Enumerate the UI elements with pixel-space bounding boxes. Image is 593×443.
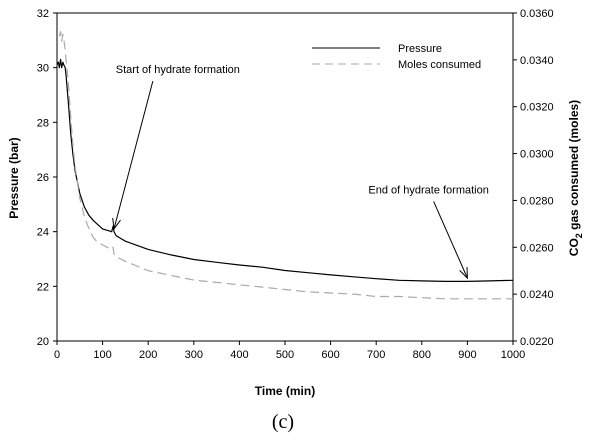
y2-tick-label: 0.0240 [520, 289, 554, 301]
y-axis-title: Pressure (bar) [7, 137, 21, 218]
legend-label-moles: Moles consumed [398, 59, 481, 71]
x-tick-label: 0 [54, 349, 60, 361]
annotations: Start of hydrate formation End of hydrate… [112, 64, 489, 280]
y2-tick-label: 0.0320 [520, 102, 554, 114]
y2-axis-title: CO2 gas consumed (moles) [567, 100, 584, 256]
legend-label-pressure: Pressure [398, 43, 442, 55]
y-tick-label: 24 [37, 227, 49, 239]
y2-tick-label: 0.0300 [520, 149, 554, 161]
y-tick-label: 32 [37, 8, 49, 20]
y-tick-label: 22 [37, 281, 49, 293]
y2-axis-title-sub: 2 [574, 233, 584, 238]
y2-axis-title-pre: CO [567, 238, 581, 256]
annotation-arrow-shaft [113, 81, 154, 230]
x-tick-label: 700 [367, 349, 385, 361]
x-tick-label: 800 [413, 349, 431, 361]
y2-tick-label: 0.0280 [520, 195, 554, 207]
x-tick-label: 600 [321, 349, 339, 361]
series-line-pressure [56, 58, 514, 282]
annotation-arrow-shaft [433, 201, 468, 279]
series-line-moles-consumed [58, 31, 513, 300]
y2-tick-label: 0.0360 [520, 8, 554, 20]
y-axis-right: 0.0220 0.0240 0.0260 0.0280 0.0300 0.0320 0.03… [513, 8, 554, 348]
x-tick-label: 400 [230, 349, 248, 361]
y-tick-label: 20 [37, 336, 49, 348]
x-axis-title: Time (min) [255, 384, 315, 398]
annotation-arrow-head [459, 267, 468, 280]
y2-tick-label: 0.0260 [520, 242, 554, 254]
x-tick-label: 900 [458, 349, 476, 361]
y-axis-left: 20 22 24 26 28 30 32 [37, 8, 57, 348]
y2-tick-label: 0.0220 [520, 336, 554, 348]
x-axis: 0 100 200 300 400 500 600 700 800 900 1000 [54, 341, 525, 361]
y-tick-label: 30 [37, 63, 49, 75]
figure-caption: (c) [272, 411, 294, 433]
annotation-arrow-head [112, 217, 121, 231]
legend: Pressure Moles consumed [312, 43, 481, 71]
series-group [56, 31, 514, 300]
x-tick-label: 1000 [501, 349, 525, 361]
annotation-label: Start of hydrate formation [116, 64, 240, 76]
y2-tick-label: 0.0340 [520, 55, 554, 67]
x-tick-label: 100 [93, 349, 111, 361]
y2-axis-title-post: gas consumed (moles) [567, 100, 581, 233]
x-tick-label: 500 [276, 349, 294, 361]
x-tick-label: 200 [139, 349, 157, 361]
x-tick-label: 300 [185, 349, 203, 361]
y-tick-label: 28 [37, 117, 49, 129]
y-tick-label: 26 [37, 172, 49, 184]
annotation-label: End of hydrate formation [368, 184, 488, 196]
